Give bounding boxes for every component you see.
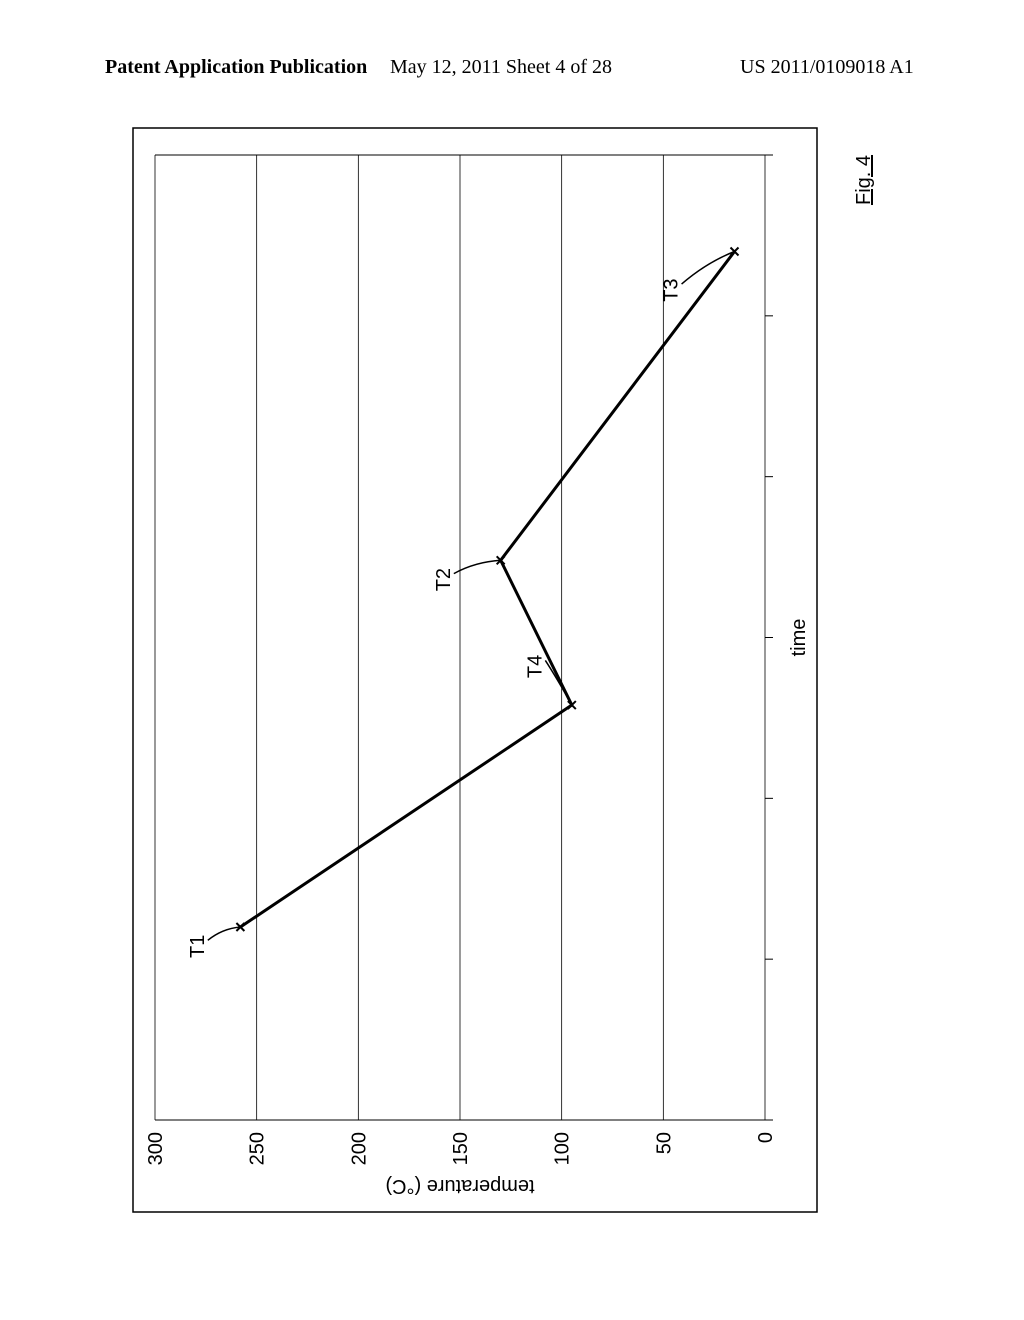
point-annotation: T4 — [524, 655, 546, 678]
header-right: US 2011/0109018 A1 — [740, 56, 914, 79]
figure-caption: Fig. 4 — [853, 155, 875, 205]
y-tick-label: 200 — [348, 1132, 370, 1165]
annotation-leader — [682, 252, 735, 285]
figure-container: 0 50 100 150 200 250 300 time temperature (°C) T1… — [115, 110, 905, 1230]
data-line — [240, 252, 734, 928]
header-mid: May 12, 2011 Sheet 4 of 28 — [390, 56, 612, 79]
y-axis-label: temperature (°C) — [385, 1175, 534, 1197]
point-annotation: T3 — [661, 278, 683, 301]
y-tick-label: 150 — [450, 1132, 472, 1165]
point-annotation: T1 — [187, 935, 209, 958]
annotation-leader — [545, 660, 572, 705]
x-axis-label: time — [788, 619, 810, 657]
header-left: Patent Application Publication — [105, 56, 367, 79]
y-tick-label: 0 — [755, 1132, 777, 1143]
annotation-leader — [454, 560, 501, 573]
figure-svg: 0 50 100 150 200 250 300 time temperature (°C) T1… — [115, 110, 905, 1230]
annotation-leader — [208, 927, 241, 940]
outer-frame — [133, 128, 817, 1212]
y-tick-label: 300 — [145, 1132, 167, 1165]
point-annotation: T2 — [433, 568, 455, 591]
y-tick-label: 250 — [247, 1132, 269, 1165]
y-tick-label: 100 — [552, 1132, 574, 1165]
y-tick-label: 50 — [653, 1132, 675, 1154]
